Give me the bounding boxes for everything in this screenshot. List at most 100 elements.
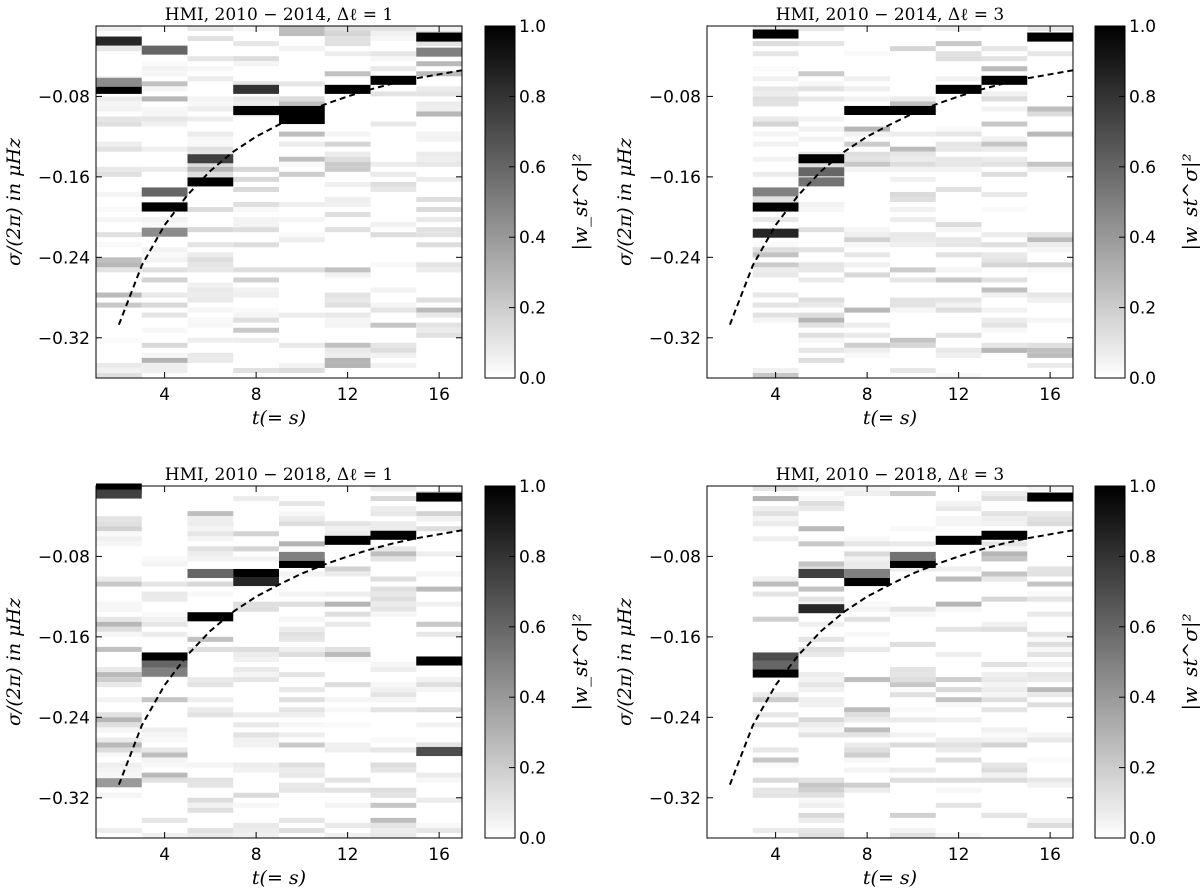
- heatmap-cell: [798, 561, 845, 567]
- heatmap-cell: [798, 247, 845, 253]
- heatmap-peak-cell: [96, 483, 142, 493]
- heatmap-cell: [752, 722, 799, 728]
- heatmap-cell: [370, 342, 417, 348]
- heatmap-cell: [187, 337, 234, 343]
- heatmap-cell: [324, 526, 371, 532]
- heatmap-cell: [96, 712, 142, 718]
- heatmap-cell: [416, 621, 462, 627]
- heatmap-cell: [752, 41, 799, 47]
- heatmap-cell: [416, 151, 462, 157]
- heatmap-cell: [844, 227, 890, 233]
- colorbar-label: |w_st^σ|²: [1178, 153, 1200, 250]
- heatmap-cell: [844, 646, 890, 652]
- heatmap-cell: [96, 626, 142, 632]
- colorbar-tick-label: 0.2: [519, 299, 546, 319]
- heatmap-cell: [279, 96, 325, 102]
- heatmap-cell: [370, 822, 417, 828]
- heatmap-cell: [96, 267, 142, 273]
- heatmap-cell: [981, 171, 1028, 177]
- heatmap-cell: [279, 707, 325, 713]
- heatmap-cell: [141, 591, 188, 597]
- heatmap-cell: [935, 56, 982, 62]
- heatmap-cell: [187, 136, 234, 142]
- heatmap-cell: [1027, 702, 1073, 708]
- heatmap-cell: [981, 141, 1028, 147]
- heatmap-cell: [935, 252, 982, 258]
- heatmap-cell: [96, 672, 142, 678]
- heatmap-cell: [141, 116, 188, 122]
- heatmap-cell: [1027, 782, 1073, 788]
- heatmap-cell: [141, 327, 188, 333]
- heatmap-cell: [416, 307, 462, 313]
- heatmap-cell: [798, 337, 845, 343]
- heatmap-peak-cell: [324, 535, 371, 545]
- heatmap-cell: [752, 762, 799, 768]
- heatmap-cell: [324, 141, 371, 147]
- heatmap-cell: [233, 646, 279, 652]
- heatmap-cell: [233, 222, 279, 228]
- heatmap-cell: [279, 26, 325, 32]
- heatmap-cell: [752, 787, 799, 793]
- heatmap-cell: [141, 357, 188, 363]
- heatmap-cell: [798, 151, 845, 157]
- heatmap-cell: [798, 802, 845, 808]
- heatmap-cell: [233, 186, 279, 192]
- heatmap-cell: [324, 156, 371, 162]
- heatmap-cell: [752, 196, 799, 202]
- heatmap-cells: [96, 486, 462, 838]
- heatmap-cell: [141, 111, 188, 117]
- heatmap-cell: [187, 521, 234, 527]
- heatmap-cell: [1027, 232, 1073, 238]
- heatmap-cell: [1027, 347, 1073, 353]
- heatmap-cell: [981, 516, 1028, 522]
- heatmap-cell: [141, 747, 188, 753]
- heatmap-cell: [96, 146, 142, 152]
- heatmap-cell: [935, 307, 982, 313]
- heatmap-cell: [324, 707, 371, 713]
- heatmap-cell: [981, 347, 1028, 353]
- heatmap-cell: [844, 161, 890, 167]
- y-axis-label: σ/(2π) in μHz: [3, 597, 25, 726]
- heatmap-cell: [752, 86, 799, 92]
- colorbar: [1094, 25, 1126, 379]
- heatmap-cell: [141, 277, 188, 283]
- heatmap-cell: [416, 742, 462, 748]
- heatmap-cell: [187, 151, 234, 157]
- heatmap-cell: [370, 687, 417, 693]
- heatmap-cell: [1027, 247, 1073, 253]
- heatmap-cell: [324, 312, 371, 318]
- heatmap-peak-cell: [890, 105, 936, 116]
- heatmap-cell: [141, 762, 188, 768]
- heatmap-cell: [1027, 611, 1073, 617]
- heatmap-cell: [981, 327, 1028, 333]
- heatmap-cell: [890, 342, 936, 348]
- heatmap-cell: [935, 222, 982, 228]
- heatmap-cell: [96, 601, 142, 607]
- heatmap-cell: [798, 792, 845, 798]
- heatmap-cell: [187, 827, 234, 833]
- heatmap-cell: [935, 651, 982, 657]
- heatmap-peak-cell: [233, 577, 279, 587]
- heatmap-cell: [752, 777, 799, 783]
- heatmap-cell: [370, 762, 417, 768]
- heatmap-cell: [141, 817, 188, 823]
- x-tick-label: 4: [770, 385, 781, 405]
- heatmap-cell: [981, 496, 1028, 502]
- heatmap-cell: [370, 322, 417, 328]
- heatmap-cell: [981, 762, 1028, 768]
- colorbar-tick-label: 0.8: [1129, 87, 1156, 107]
- heatmap-cell: [279, 626, 325, 632]
- heatmap-cell: [752, 521, 799, 527]
- heatmap-cell: [187, 551, 234, 557]
- heatmap-cell: [890, 191, 936, 197]
- heatmap-cell: [935, 41, 982, 47]
- heatmap-cell: [935, 506, 982, 512]
- y-tick-label: −0.16: [38, 628, 90, 648]
- heatmap-cell: [890, 267, 936, 273]
- heatmap-cell: [370, 66, 417, 72]
- heatmap-cell: [1027, 737, 1073, 743]
- heatmap-cell: [935, 702, 982, 708]
- heatmap-cell: [324, 722, 371, 728]
- heatmap-cell: [935, 267, 982, 273]
- heatmap-cell: [935, 347, 982, 353]
